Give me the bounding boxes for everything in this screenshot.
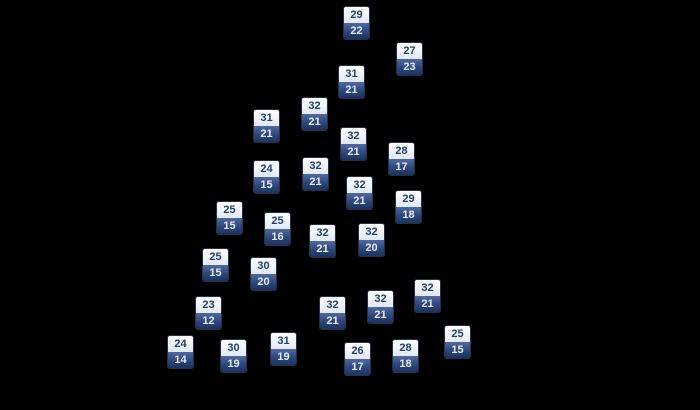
temperature-marker[interactable]: 30 19	[221, 340, 246, 372]
min-temperature: 14	[168, 352, 193, 368]
max-temperature: 29	[344, 7, 369, 23]
max-temperature: 32	[303, 158, 328, 174]
min-temperature: 20	[359, 240, 384, 256]
temperature-marker[interactable]: 28 18	[393, 340, 418, 372]
min-temperature: 21	[368, 307, 393, 323]
min-temperature: 21	[254, 126, 279, 142]
max-temperature: 32	[368, 291, 393, 307]
temperature-marker[interactable]: 27 23	[397, 43, 422, 75]
min-temperature: 22	[344, 23, 369, 39]
temperature-marker[interactable]: 32 21	[303, 158, 328, 190]
min-temperature: 15	[203, 265, 228, 281]
temperature-marker[interactable]: 32 21	[415, 280, 440, 312]
min-temperature: 21	[339, 82, 364, 98]
temperature-marker[interactable]: 31 19	[271, 333, 296, 365]
temperature-marker[interactable]: 24 14	[168, 336, 193, 368]
max-temperature: 24	[254, 161, 279, 177]
temperature-marker[interactable]: 25 16	[265, 213, 290, 245]
min-temperature: 23	[397, 59, 422, 75]
min-temperature: 21	[303, 174, 328, 190]
min-temperature: 15	[217, 218, 242, 234]
temperature-marker[interactable]: 32 21	[341, 128, 366, 160]
min-temperature: 19	[271, 349, 296, 365]
min-temperature: 21	[415, 296, 440, 312]
min-temperature: 16	[265, 229, 290, 245]
max-temperature: 24	[168, 336, 193, 352]
max-temperature: 27	[397, 43, 422, 59]
min-temperature: 19	[221, 356, 246, 372]
temperature-marker[interactable]: 32 21	[302, 98, 327, 130]
max-temperature: 29	[396, 191, 421, 207]
max-temperature: 30	[221, 340, 246, 356]
temperature-marker[interactable]: 32 21	[368, 291, 393, 323]
min-temperature: 15	[445, 342, 470, 358]
max-temperature: 32	[302, 98, 327, 114]
min-temperature: 20	[251, 274, 276, 290]
max-temperature: 28	[393, 340, 418, 356]
min-temperature: 18	[393, 356, 418, 372]
min-temperature: 18	[396, 207, 421, 223]
temperature-marker[interactable]: 32 21	[320, 297, 345, 329]
temperature-marker[interactable]: 26 17	[345, 343, 370, 375]
max-temperature: 32	[347, 177, 372, 193]
temperature-marker[interactable]: 28 17	[389, 143, 414, 175]
max-temperature: 32	[320, 297, 345, 313]
temperature-marker[interactable]: 29 18	[396, 191, 421, 223]
max-temperature: 25	[445, 326, 470, 342]
max-temperature: 32	[310, 225, 335, 241]
min-temperature: 21	[310, 241, 335, 257]
max-temperature: 23	[196, 297, 221, 313]
min-temperature: 21	[320, 313, 345, 329]
temperature-marker[interactable]: 23 12	[196, 297, 221, 329]
temperature-marker[interactable]: 25 15	[217, 202, 242, 234]
max-temperature: 32	[341, 128, 366, 144]
temperature-marker[interactable]: 32 20	[359, 224, 384, 256]
temperature-marker[interactable]: 25 15	[203, 249, 228, 281]
temperature-marker[interactable]: 32 21	[347, 177, 372, 209]
max-temperature: 31	[271, 333, 296, 349]
temperature-marker[interactable]: 31 21	[339, 66, 364, 98]
temperature-marker[interactable]: 31 21	[254, 110, 279, 142]
max-temperature: 32	[415, 280, 440, 296]
max-temperature: 31	[254, 110, 279, 126]
min-temperature: 21	[347, 193, 372, 209]
max-temperature: 31	[339, 66, 364, 82]
max-temperature: 30	[251, 258, 276, 274]
temperature-marker[interactable]: 29 22	[344, 7, 369, 39]
temperature-marker[interactable]: 30 20	[251, 258, 276, 290]
max-temperature: 28	[389, 143, 414, 159]
temperature-marker[interactable]: 32 21	[310, 225, 335, 257]
min-temperature: 12	[196, 313, 221, 329]
temperature-marker[interactable]: 24 15	[254, 161, 279, 193]
min-temperature: 17	[345, 359, 370, 375]
temperature-marker[interactable]: 25 15	[445, 326, 470, 358]
min-temperature: 21	[302, 114, 327, 130]
max-temperature: 25	[265, 213, 290, 229]
max-temperature: 26	[345, 343, 370, 359]
min-temperature: 21	[341, 144, 366, 160]
min-temperature: 17	[389, 159, 414, 175]
max-temperature: 25	[217, 202, 242, 218]
max-temperature: 32	[359, 224, 384, 240]
max-temperature: 25	[203, 249, 228, 265]
min-temperature: 15	[254, 177, 279, 193]
